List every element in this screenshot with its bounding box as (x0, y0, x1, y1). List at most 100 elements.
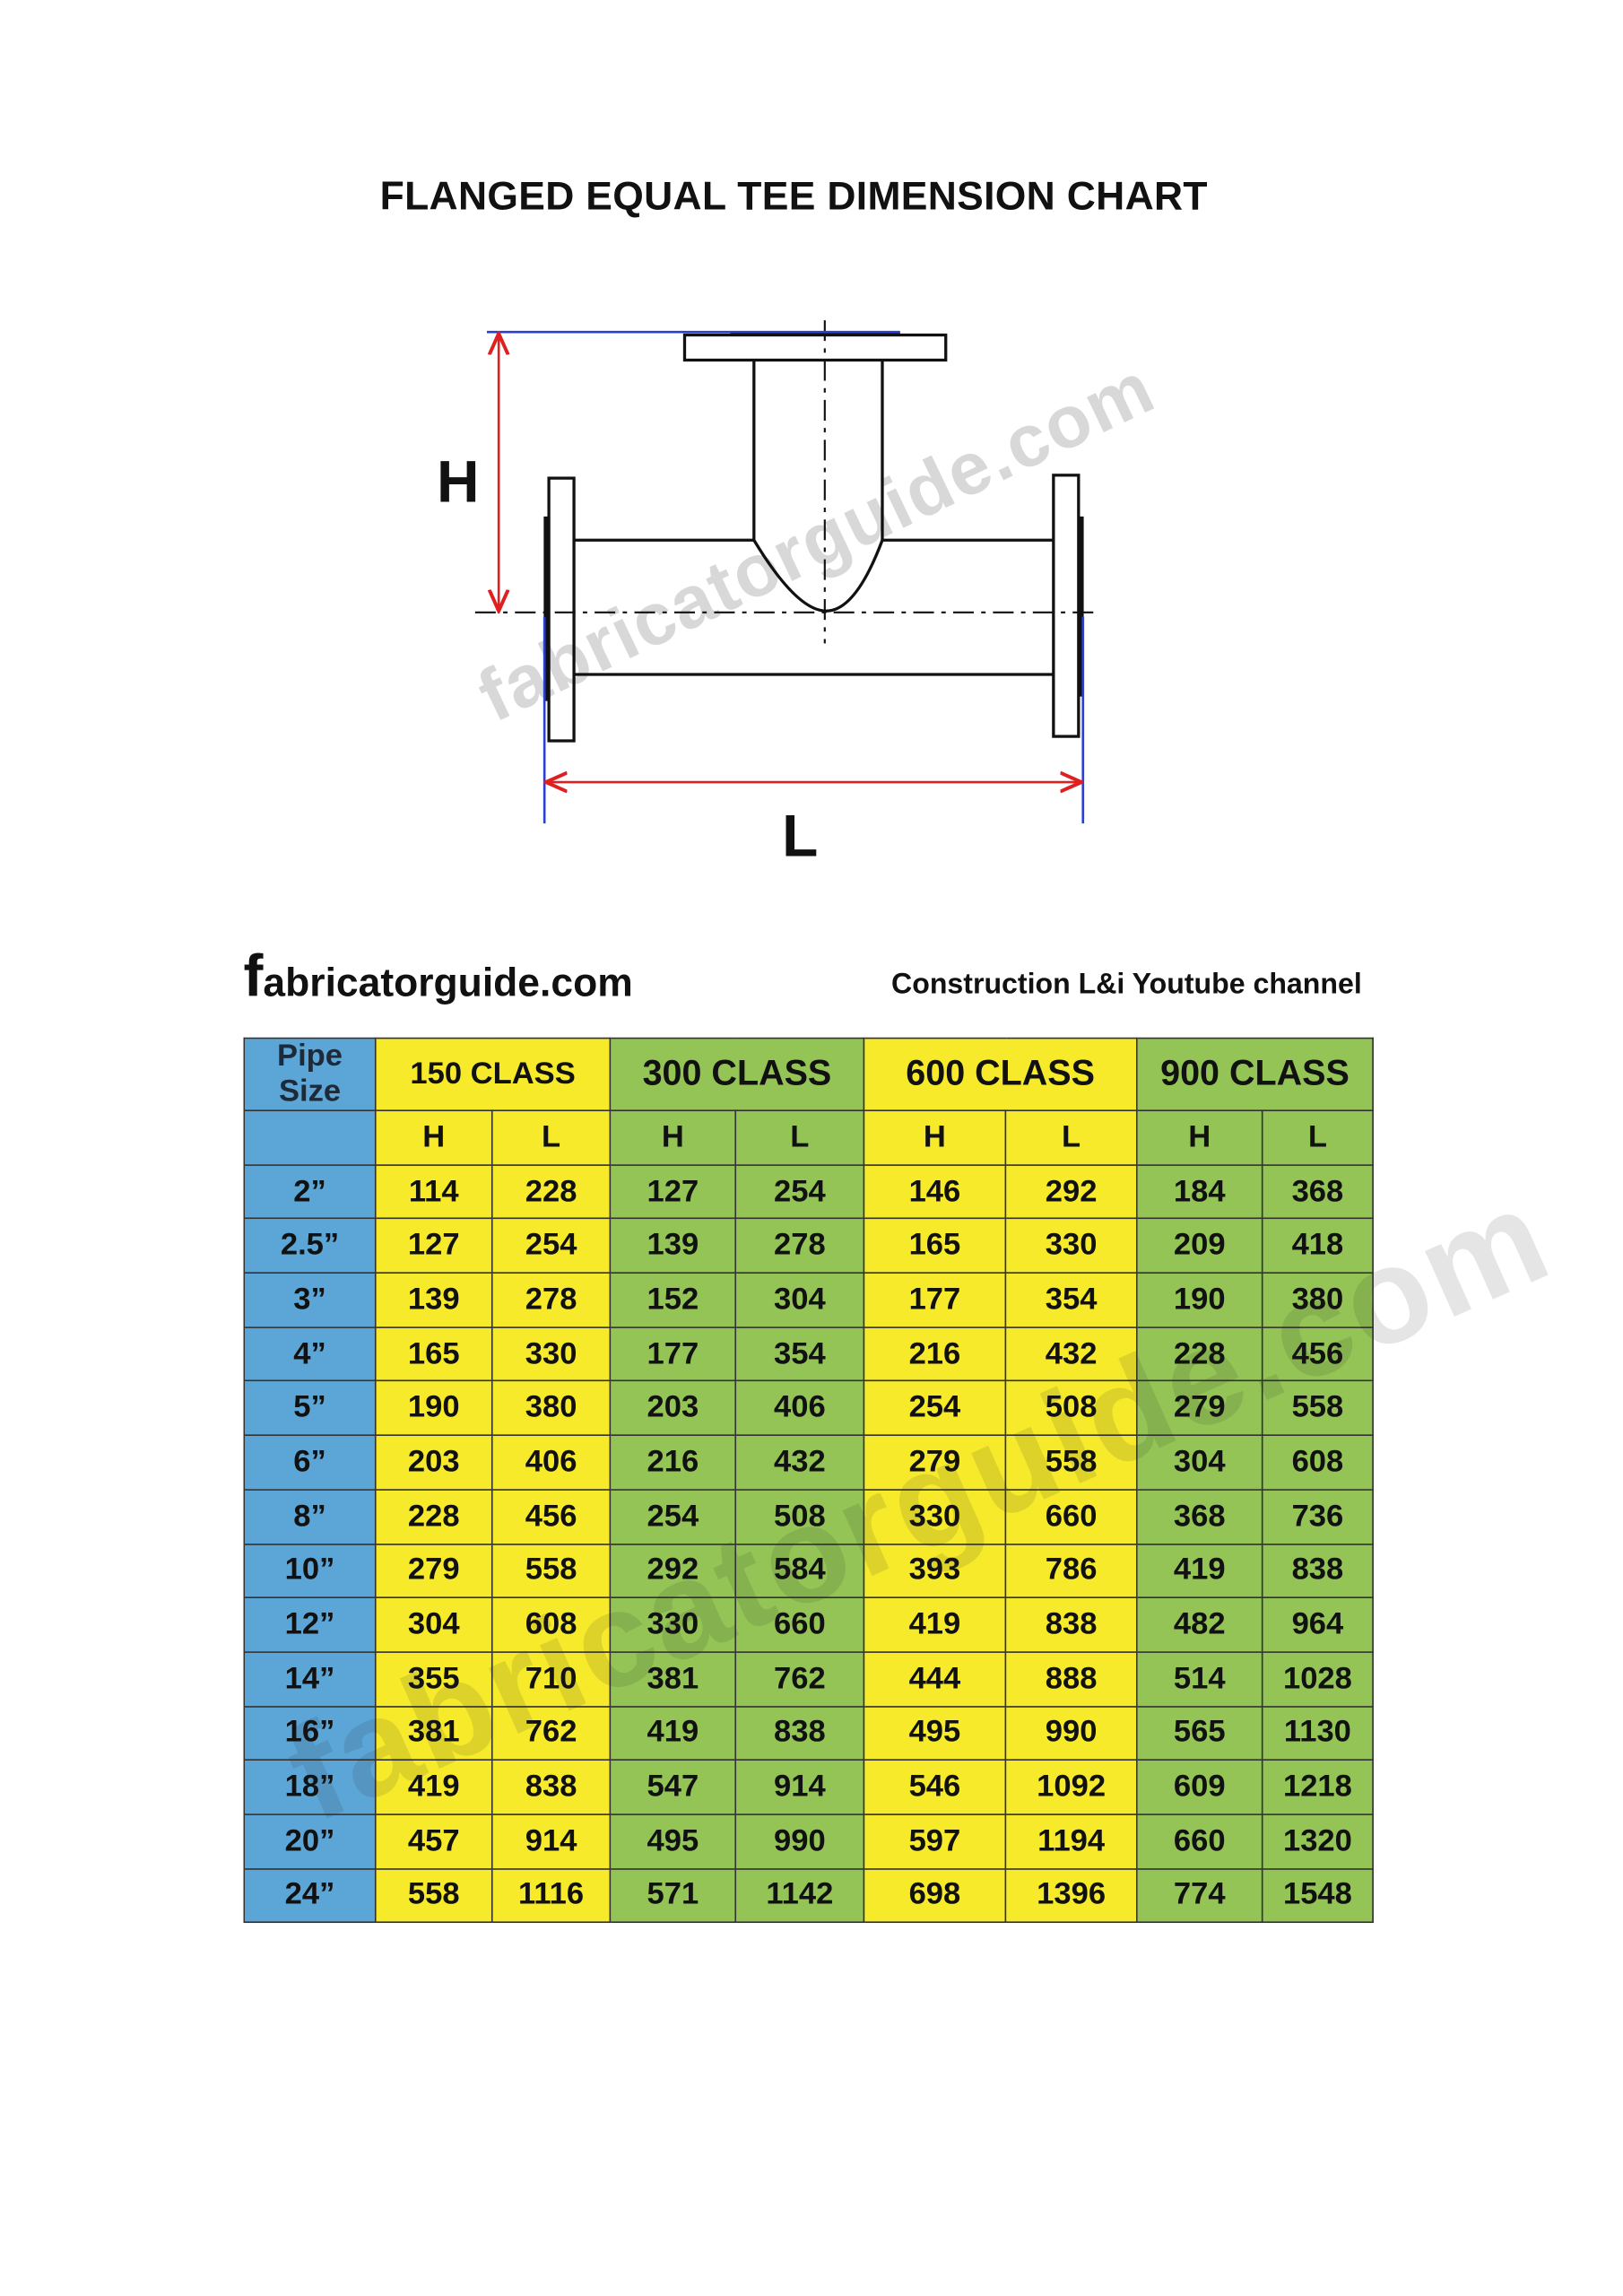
left-flange (547, 476, 576, 743)
value-cell: 254 (609, 1488, 737, 1544)
value-cell: 1130 (1261, 1705, 1374, 1761)
pipe-size-cell: 4” (243, 1326, 377, 1382)
value-cell: 419 (609, 1705, 737, 1761)
pipe-label: Pipe (277, 1039, 343, 1074)
value-cell: 456 (490, 1488, 612, 1544)
value-cell: 736 (1261, 1488, 1374, 1544)
table-row: 24” 558 1116 571 1142 698 1396 774 1548 (243, 1867, 1374, 1924)
table-row: 3” 139 278 152 304 177 354 190 380 (243, 1272, 1374, 1328)
value-cell: 330 (1004, 1218, 1138, 1274)
value-cell: 710 (490, 1651, 612, 1708)
value-cell: 381 (609, 1651, 737, 1708)
blank-header-cell (243, 1109, 377, 1166)
value-cell: 177 (863, 1272, 1007, 1328)
value-cell: 1320 (1261, 1813, 1374, 1870)
value-cell: 838 (490, 1759, 612, 1815)
value-cell: 190 (374, 1380, 493, 1437)
value-cell: 1218 (1261, 1759, 1374, 1815)
size-label: Size (278, 1074, 342, 1109)
pipe-size-cell: 14” (243, 1651, 377, 1708)
value-cell: 565 (1136, 1705, 1263, 1761)
value-cell: 660 (1004, 1488, 1138, 1544)
class-header-row: Pipe Size 150 CLASS 300 CLASS 600 CLASS 9… (243, 1037, 1374, 1112)
value-cell: 786 (1004, 1543, 1138, 1599)
value-cell: 571 (609, 1867, 737, 1924)
value-cell: 608 (1261, 1434, 1374, 1491)
value-cell: 254 (734, 1163, 865, 1220)
channel-credit: Construction L&i Youtube channel (891, 968, 1362, 1001)
value-cell: 203 (374, 1434, 493, 1491)
top-flange (682, 333, 948, 362)
diagram-watermark: fabricatorguide.com (466, 346, 1167, 737)
sub-header-h: H (863, 1109, 1007, 1166)
value-cell: 355 (374, 1651, 493, 1708)
value-cell: 1548 (1261, 1867, 1374, 1924)
value-cell: 216 (863, 1326, 1007, 1382)
length-dimension: L (542, 616, 1085, 868)
value-cell: 558 (1004, 1434, 1138, 1491)
value-cell: 209 (1136, 1218, 1263, 1274)
value-cell: 278 (490, 1272, 612, 1328)
value-cell: 190 (1136, 1272, 1263, 1328)
value-cell: 762 (734, 1651, 865, 1708)
table-row: 16” 381 762 419 838 495 990 565 1130 (243, 1705, 1374, 1761)
value-cell: 330 (863, 1488, 1007, 1544)
value-cell: 432 (1004, 1326, 1138, 1382)
pipe-size-cell: 8” (243, 1488, 377, 1544)
value-cell: 546 (863, 1759, 1007, 1815)
right-flange (1052, 474, 1081, 738)
value-cell: 381 (374, 1705, 493, 1761)
table-row: 2.5” 127 254 139 278 165 330 209 418 (243, 1218, 1374, 1274)
pipe-size-cell: 12” (243, 1596, 377, 1653)
value-cell: 558 (1261, 1380, 1374, 1437)
value-cell: 278 (734, 1218, 865, 1274)
value-cell: 558 (374, 1867, 493, 1924)
value-cell: 1092 (1004, 1759, 1138, 1815)
pipe-size-cell: 24” (243, 1867, 377, 1924)
value-cell: 354 (1004, 1272, 1138, 1328)
value-cell: 508 (1004, 1380, 1138, 1437)
value-cell: 228 (490, 1163, 612, 1220)
value-cell: 279 (863, 1434, 1007, 1491)
value-cell: 177 (609, 1326, 737, 1382)
dimension-table: Pipe Size 150 CLASS 300 CLASS 600 CLASS 9… (243, 1037, 1374, 1924)
value-cell: 1116 (490, 1867, 612, 1924)
sub-header-h: H (374, 1109, 493, 1166)
value-cell: 368 (1136, 1488, 1263, 1544)
value-cell: 456 (1261, 1326, 1374, 1382)
pipe-size-cell: 6” (243, 1434, 377, 1491)
value-cell: 547 (609, 1759, 737, 1815)
value-cell: 304 (374, 1596, 493, 1653)
value-cell: 127 (374, 1218, 493, 1274)
height-dimension: H (437, 330, 900, 611)
value-cell: 184 (1136, 1163, 1263, 1220)
value-cell: 304 (1136, 1434, 1263, 1491)
value-cell: 127 (609, 1163, 737, 1220)
value-cell: 432 (734, 1434, 865, 1491)
table-row: 2” 114 228 127 254 146 292 184 368 (243, 1163, 1374, 1220)
value-cell: 406 (490, 1434, 612, 1491)
brand-logo: fabricatorguide.com (243, 944, 632, 1011)
value-cell: 228 (1136, 1326, 1263, 1382)
value-cell: 597 (863, 1813, 1007, 1870)
value-cell: 419 (863, 1596, 1007, 1653)
value-cell: 419 (374, 1759, 493, 1815)
value-cell: 304 (734, 1272, 865, 1328)
value-cell: 1142 (734, 1867, 865, 1924)
class-600-header: 600 CLASS (863, 1037, 1138, 1112)
value-cell: 508 (734, 1488, 865, 1544)
pipe-size-cell: 5” (243, 1380, 377, 1437)
value-cell: 838 (1261, 1543, 1374, 1599)
value-cell: 762 (490, 1705, 612, 1761)
table-row: 6” 203 406 216 432 279 558 304 608 (243, 1434, 1374, 1491)
value-cell: 608 (490, 1596, 612, 1653)
pipe-size-cell: 10” (243, 1543, 377, 1599)
value-cell: 419 (1136, 1543, 1263, 1599)
pipe-size-cell: 2.5” (243, 1218, 377, 1274)
pipe-size-cell: 16” (243, 1705, 377, 1761)
value-cell: 139 (609, 1218, 737, 1274)
table-row: 12” 304 608 330 660 419 838 482 964 (243, 1596, 1374, 1653)
table-row: 18” 419 838 547 914 546 1092 609 1218 (243, 1759, 1374, 1815)
value-cell: 495 (863, 1705, 1007, 1761)
